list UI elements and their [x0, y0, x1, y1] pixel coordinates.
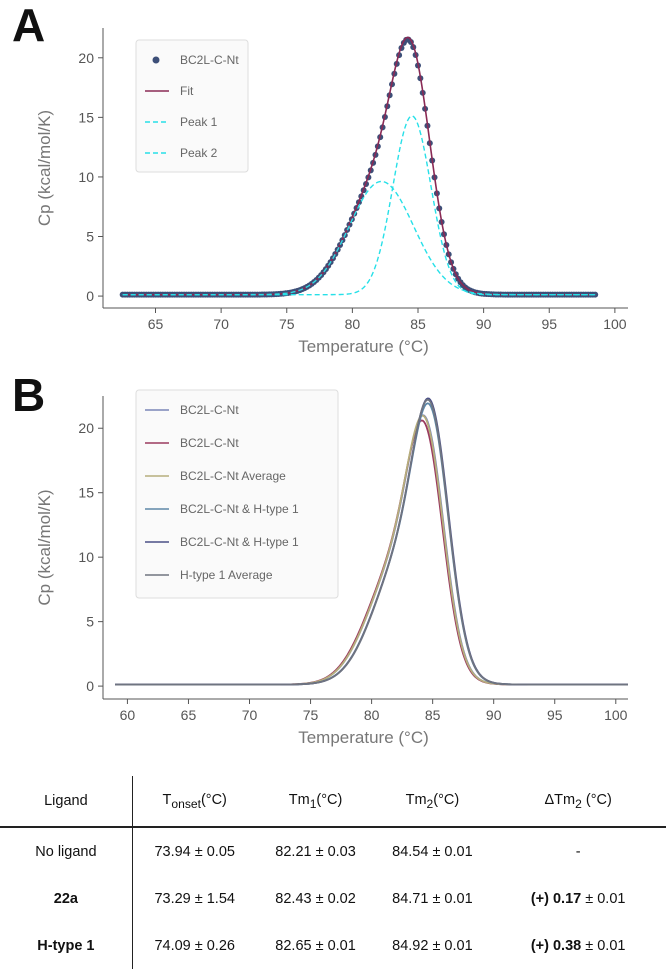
series-line: [122, 115, 596, 296]
legend-entry-label: BC2L-C-Nt: [180, 53, 239, 67]
legend-entry-label: Fit: [180, 84, 194, 98]
series-3: [122, 180, 596, 296]
cell-tm2: 84.92 ± 0.01: [392, 937, 473, 954]
x-tick-label: 70: [213, 316, 229, 332]
y-tick-label: 10: [78, 549, 94, 565]
series-4: [122, 115, 596, 296]
legend-entry-label: Peak 1: [180, 115, 218, 129]
header-tm2: Tm2(°C): [374, 776, 491, 828]
table-row: No ligand 73.94 ± 0.05 82.21 ± 0.03 84.5…: [0, 827, 666, 875]
y-tick-label: 0: [86, 678, 94, 694]
legend-marker: [152, 56, 160, 64]
y-tick-label: 5: [86, 614, 94, 630]
x-tick-label: 90: [486, 707, 502, 723]
cell-tm2: 84.71 ± 0.01: [392, 890, 473, 907]
cell-dtm2: -: [575, 843, 581, 860]
cell-tm1: 82.65 ± 0.01: [275, 937, 356, 954]
cell-tonset: 73.29 ± 1.54: [154, 890, 235, 907]
header-dtm2: ΔTm2 (°C): [490, 776, 666, 828]
y-tick-label: 5: [86, 229, 94, 245]
x-tick-label: 80: [345, 316, 361, 332]
legend: BC2L-C-Nt BC2L-C-Nt BC2L-C-Nt Average BC2L-…: [135, 389, 339, 599]
chart-b: 60 65 70 75 80 85 90 95 100 0 5 10 15 20 Temperature (…: [35, 389, 628, 747]
legend-entry-label: BC2L-C-Nt: [180, 403, 239, 417]
x-tick-label: 65: [181, 707, 197, 723]
table-row: 22a 73.29 ± 1.54 82.43 ± 0.02 84.71 ± 0.…: [0, 875, 666, 922]
x-tick-label: 90: [476, 316, 492, 332]
series-6: [115, 398, 628, 686]
chart-a: 65 70 75 80 85 90 95 100 0 5 10 15 20 Temperature (°C…: [35, 28, 628, 356]
legend-entry-label: BC2L-C-Nt & H-type 1: [180, 502, 299, 516]
x-tick-label: 100: [604, 707, 628, 723]
legend-box: [135, 39, 249, 173]
legend-box: [135, 389, 339, 599]
x-tick-label: 75: [279, 316, 295, 332]
series-line: [115, 398, 628, 686]
y-axis-label: Cp (kcal/mol/K): [35, 489, 54, 605]
legend-entry-label: H-type 1 Average: [180, 568, 273, 582]
cell-tm1: 82.21 ± 0.03: [275, 843, 356, 860]
panel-a-label: A: [12, 0, 46, 51]
x-tick-label: 100: [603, 316, 627, 332]
table-row: H-type 1 74.09 ± 0.26 82.65 ± 0.01 84.92…: [0, 922, 666, 969]
x-tick-label: 85: [425, 707, 441, 723]
cell-tonset: 73.94 ± 0.05: [154, 843, 235, 860]
x-axis-label: Temperature (°C): [298, 728, 429, 747]
series-2: [122, 36, 596, 296]
x-tick-label: 65: [148, 316, 164, 332]
header-tonset: Tonset(°C): [132, 776, 257, 828]
cell-tm2: 84.54 ± 0.01: [392, 843, 473, 860]
legend-entry-label: Peak 2: [180, 146, 218, 160]
x-tick-label: 85: [410, 316, 426, 332]
series-line: [122, 180, 596, 296]
cell-ligand: H-type 1: [0, 922, 133, 969]
x-tick-label: 80: [364, 707, 380, 723]
y-tick-label: 15: [78, 485, 94, 501]
x-tick-label: 95: [547, 707, 563, 723]
x-tick-label: 95: [541, 316, 557, 332]
cell-dtm2: (+) 0.38 ± 0.01: [530, 937, 626, 954]
y-tick-label: 15: [78, 109, 94, 125]
cell-dtm2: (+) 0.17 ± 0.01: [530, 890, 626, 907]
x-axis-label: Temperature (°C): [298, 337, 429, 356]
results-table: Ligand Tonset(°C) Tm1(°C) Tm2(°C) ΔTm2 (…: [0, 776, 666, 969]
legend: BC2L-C-Nt Fit Peak 1 Peak 2: [135, 39, 249, 173]
cell-tonset: 74.09 ± 0.26: [154, 937, 235, 954]
panel-b-label: B: [12, 369, 46, 421]
legend-entry-label: BC2L-C-Nt Average: [180, 469, 286, 483]
legend-entry-label: BC2L-C-Nt: [180, 436, 239, 450]
x-tick-label: 70: [242, 707, 258, 723]
x-tick-label: 60: [120, 707, 136, 723]
x-tick-label: 75: [303, 707, 319, 723]
y-tick-label: 0: [86, 288, 94, 304]
y-axis-label: Cp (kcal/mol/K): [35, 110, 54, 226]
series-line: [122, 36, 596, 296]
legend-entry-label: BC2L-C-Nt & H-type 1: [180, 535, 299, 549]
table-header-row: Ligand Tonset(°C) Tm1(°C) Tm2(°C) ΔTm2 (…: [0, 776, 666, 828]
cell-ligand: No ligand: [0, 827, 133, 875]
header-ligand: Ligand: [0, 776, 133, 828]
cell-ligand: 22a: [0, 875, 133, 922]
y-tick-label: 20: [78, 420, 94, 436]
y-tick-label: 20: [78, 50, 94, 66]
cell-tm1: 82.43 ± 0.02: [275, 890, 356, 907]
y-tick-label: 10: [78, 169, 94, 185]
header-tm1: Tm1(°C): [256, 776, 375, 828]
